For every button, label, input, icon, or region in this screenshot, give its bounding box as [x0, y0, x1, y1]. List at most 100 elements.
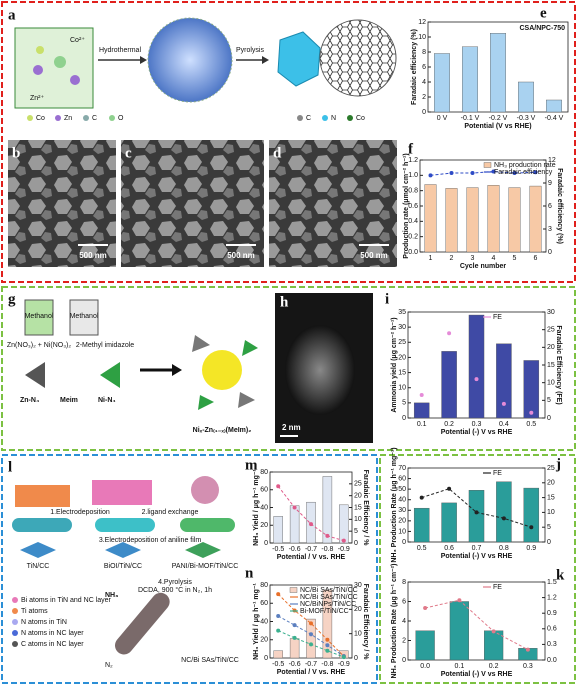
panel-label: d	[273, 145, 282, 161]
point	[309, 632, 313, 637]
y2-tick-label: 20	[547, 480, 555, 487]
y-axis-label: NH₃ Production Rate (μg h⁻¹ mg⁻¹)	[391, 447, 398, 562]
point	[325, 648, 330, 653]
bar	[441, 351, 457, 419]
y-tick-label: 0	[402, 657, 406, 664]
legend-label: C atoms in NC layer	[21, 641, 84, 648]
x-tick-label: 4	[492, 255, 496, 262]
y2-tick-label: 1.2	[547, 594, 557, 601]
y2-tick-label: 5	[547, 397, 551, 404]
y2-tick-label: 0.3	[547, 641, 557, 648]
x-tick-label: 1	[429, 255, 433, 262]
y-axis-label: Production rate (μmol cm⁻² h⁻¹)	[403, 153, 410, 258]
y-tick-label: 6	[402, 598, 406, 605]
y-tick-label: 0.6	[408, 203, 418, 210]
bar	[424, 184, 437, 253]
panel-label: i	[385, 291, 389, 307]
panel-label: b	[12, 145, 20, 161]
x-tick-label: -0.7	[305, 661, 317, 668]
y-tick-label: 20	[398, 354, 406, 361]
y-tick-label: 60	[260, 487, 268, 494]
y-axis-label: NH₃ Production Rate (μg h⁻¹ cm⁻²)	[391, 564, 398, 679]
panel-label: f	[408, 141, 414, 157]
y-axis-label: NH₃ Yield / μg h⁻¹ mg⁻¹	[253, 468, 260, 545]
y2-tick-label: 1.5	[547, 579, 557, 586]
rod	[180, 518, 235, 532]
tetrahedron	[242, 340, 258, 356]
x-axis-label: Potential / V vs. RHE	[277, 554, 346, 561]
frame	[1, 1, 576, 283]
point	[491, 629, 496, 634]
legend-label: NC/BiNPs/TiN/CC	[300, 601, 356, 608]
x-tick-label: 0.8	[499, 545, 509, 552]
y2-tick-label: 15	[354, 504, 362, 511]
scale-label: 500 nm	[360, 251, 388, 260]
point	[292, 635, 297, 640]
y2-tick-label: 20	[354, 493, 362, 500]
bar	[322, 476, 333, 544]
x-tick-label: -0.9	[338, 546, 350, 553]
bar	[529, 185, 542, 253]
atom	[36, 46, 44, 54]
legend-label: Zn	[64, 115, 72, 122]
y-tick-label: 1.2	[408, 157, 418, 164]
y2-tick-label: 15	[547, 494, 555, 501]
bar	[449, 601, 469, 661]
y2-tick-label: 12	[548, 157, 556, 164]
y-tick-label: 0.2	[408, 234, 418, 241]
precursor-box	[14, 27, 94, 109]
legend-label: C	[92, 115, 97, 122]
y2-tick-label: 15	[547, 362, 555, 369]
legend-swatch	[289, 587, 298, 593]
y2-tick-label: 0	[548, 249, 552, 256]
y-tick-label: 80	[260, 469, 268, 476]
step-label: 4.Pyrolysis	[158, 579, 192, 586]
point	[341, 538, 346, 543]
point	[474, 510, 479, 515]
y-tick-label: 0.0	[408, 249, 418, 256]
y2-tick-label: 10	[354, 516, 362, 523]
bar	[415, 630, 435, 661]
panel-label: l	[8, 459, 12, 475]
gas-label: NH₃	[105, 592, 118, 599]
y-tick-label: 12	[418, 19, 426, 26]
x-axis-label: Cycle number	[460, 263, 507, 270]
legend-label: FE	[493, 470, 502, 477]
point	[501, 516, 506, 521]
point	[419, 495, 424, 500]
rod	[115, 592, 170, 655]
y-tick-label: 20	[260, 522, 268, 529]
ion-label: Zn²⁺	[30, 95, 45, 102]
y-tick-label: 0	[422, 109, 426, 116]
y2-tick-label: 5	[354, 528, 358, 535]
y-tick-label: 40	[260, 504, 268, 511]
legend-label: Bi-MOF/TiN/CC	[300, 608, 349, 615]
x-tick-label: -0.7	[305, 546, 317, 553]
y-tick-label: 0	[264, 540, 268, 547]
y-tick-label: 0	[264, 655, 268, 662]
y-tick-label: 30	[398, 507, 406, 514]
bar	[487, 185, 500, 253]
y2-axis-label: Faradaic Efficiency (FE)	[555, 325, 562, 404]
x-tick-label: -0.2 V	[489, 115, 508, 122]
y2-tick-label: 25	[547, 327, 555, 334]
frame	[1, 286, 576, 451]
tetrahedron	[25, 362, 45, 388]
point	[525, 647, 530, 652]
beaker	[24, 299, 54, 336]
x-axis-label: Potential (V vs RHE)	[464, 123, 531, 130]
legend-label: N atoms in NC layer	[21, 630, 84, 637]
point	[292, 623, 297, 628]
y2-axis-label: Faradaic Efficiency / %	[362, 470, 369, 547]
point	[325, 643, 330, 648]
point	[491, 169, 496, 174]
point	[325, 533, 330, 538]
legend-a: Co Zn C O C N Co	[27, 115, 365, 122]
step-label: Pyrolysis	[236, 47, 265, 54]
point	[447, 486, 452, 491]
x-tick-label: 0.3	[523, 663, 533, 670]
scale-label: 500 nm	[227, 251, 255, 260]
atom	[33, 65, 43, 75]
point	[529, 410, 534, 415]
y2-tick-label: 0	[547, 539, 551, 546]
